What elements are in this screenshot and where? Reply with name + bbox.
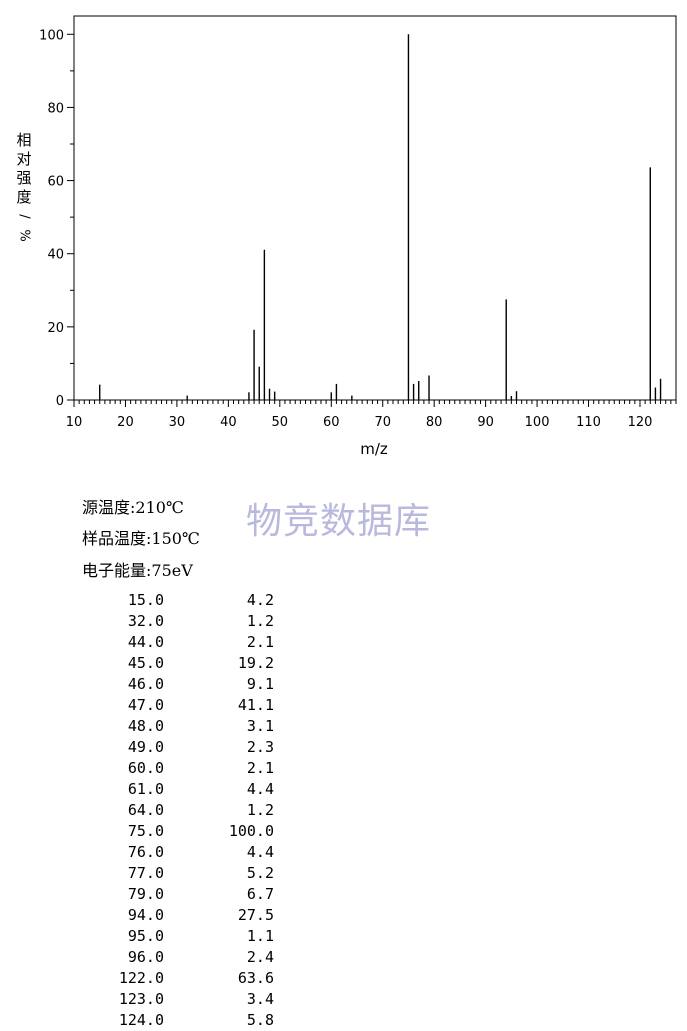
intensity-value: 1.2 (246, 801, 274, 819)
x-tick-label: 40 (220, 415, 237, 430)
table-row: 48.0 3.1 (82, 716, 274, 737)
electron-energy: 电子能量:75eV (82, 561, 193, 580)
table-row: 96.0 2.4 (82, 947, 274, 968)
mz-value: 95.0 (127, 927, 164, 945)
intensity-value: 9.1 (246, 675, 274, 693)
table-row: 123.0 3.4 (82, 989, 274, 1010)
intensity-value: 1.1 (246, 927, 274, 945)
sample-temperature: 样品温度:150℃ (82, 529, 200, 548)
intensity-value: 5.8 (246, 1011, 274, 1029)
mz-value: 64.0 (127, 801, 164, 819)
intensity-value: 100.0 (228, 822, 274, 840)
mz-value: 46.0 (127, 675, 164, 693)
mz-value: 96.0 (127, 948, 164, 966)
watermark: 物竞数据库 (246, 501, 432, 542)
axis-ticks (67, 33, 677, 407)
table-row: 46.0 9.1 (82, 674, 274, 695)
table-row: 95.0 1.1 (82, 926, 274, 947)
table-row: 32.0 1.2 (82, 611, 274, 632)
mz-value: 32.0 (127, 612, 164, 630)
intensity-value: 5.2 (246, 864, 274, 882)
intensity-value: 41.1 (237, 696, 274, 714)
intensity-value: 2.1 (246, 759, 274, 777)
mz-value: 124.0 (118, 1011, 164, 1029)
tick-labels: 10 20 30 40 50 60 70 80 90 100 110 120 0 20 40 60 80 100 (39, 28, 652, 430)
x-tick-label: 110 (576, 415, 601, 430)
x-axis-label: m/z (360, 440, 388, 458)
x-tick-label: 70 (374, 415, 391, 430)
mz-value: 79.0 (127, 885, 164, 903)
intensity-value: 2.4 (246, 948, 274, 966)
mz-value: 61.0 (127, 780, 164, 798)
peak-table: 15.0 4.2 32.0 1.2 44.0 2.1 45.0 19.2 46.0 9.1 47.0… (82, 590, 274, 1031)
plot-frame (73, 15, 677, 401)
intensity-value: 63.6 (237, 969, 274, 987)
table-row: 15.0 4.2 (82, 590, 274, 611)
intensity-value: 2.3 (246, 738, 274, 756)
y-axis-label: 相对强度 /% (14, 131, 34, 245)
table-row: 122.0 63.6 (82, 968, 274, 989)
peak-bars (99, 34, 662, 400)
mz-value: 47.0 (127, 696, 164, 714)
table-row: 61.0 4.4 (82, 779, 274, 800)
mz-value: 45.0 (127, 654, 164, 672)
y-axis-label-text: 相对强度 /% (16, 131, 32, 242)
y-tick-label: 80 (47, 101, 64, 116)
table-row: 77.0 5.2 (82, 863, 274, 884)
mz-value: 48.0 (127, 717, 164, 735)
mz-value: 77.0 (127, 864, 164, 882)
table-row: 45.0 19.2 (82, 653, 274, 674)
mz-value: 123.0 (118, 990, 164, 1008)
x-tick-label: 50 (272, 415, 289, 430)
intensity-value: 1.2 (246, 612, 274, 630)
x-tick-label: 80 (426, 415, 443, 430)
intensity-value: 4.2 (246, 591, 274, 609)
x-tick-label: 120 (628, 415, 653, 430)
x-tick-label: 90 (477, 415, 494, 430)
intensity-value: 27.5 (237, 906, 274, 924)
intensity-value: 2.1 (246, 633, 274, 651)
y-tick-label: 0 (56, 394, 64, 409)
table-row: 64.0 1.2 (82, 800, 274, 821)
intensity-value: 3.1 (246, 717, 274, 735)
source-temperature: 源温度:210℃ (82, 498, 184, 517)
y-tick-label: 60 (47, 175, 64, 190)
mz-value: 75.0 (127, 822, 164, 840)
x-tick-label: 20 (117, 415, 134, 430)
x-tick-label: 100 (525, 415, 550, 430)
intensity-value: 6.7 (246, 885, 274, 903)
table-row: 124.0 5.8 (82, 1010, 274, 1031)
y-tick-label: 40 (47, 248, 64, 263)
y-tick-label: 20 (47, 321, 64, 336)
table-row: 94.0 27.5 (82, 905, 274, 926)
table-row: 60.0 2.1 (82, 758, 274, 779)
mz-value: 76.0 (127, 843, 164, 861)
mz-value: 49.0 (127, 738, 164, 756)
mz-value: 15.0 (127, 591, 164, 609)
table-row: 49.0 2.3 (82, 737, 274, 758)
mz-value: 94.0 (127, 906, 164, 924)
intensity-value: 19.2 (237, 654, 274, 672)
mz-value: 122.0 (118, 969, 164, 987)
x-tick-label: 10 (66, 415, 83, 430)
table-row: 75.0 100.0 (82, 821, 274, 842)
mz-value: 44.0 (127, 633, 164, 651)
table-row: 44.0 2.1 (82, 632, 274, 653)
table-row: 47.0 41.1 (82, 695, 274, 716)
intensity-value: 3.4 (246, 990, 274, 1008)
table-row: 79.0 6.7 (82, 884, 274, 905)
mass-spectrum-chart: 10 20 30 40 50 60 70 80 90 100 110 120020406080100 … (39, 15, 677, 458)
y-tick-label: 100 (39, 28, 64, 43)
x-tick-label: 30 (169, 415, 186, 430)
mz-value: 60.0 (127, 759, 164, 777)
x-tick-label: 60 (323, 415, 340, 430)
table-row: 76.0 4.4 (82, 842, 274, 863)
intensity-value: 4.4 (246, 780, 274, 798)
intensity-value: 4.4 (246, 843, 274, 861)
